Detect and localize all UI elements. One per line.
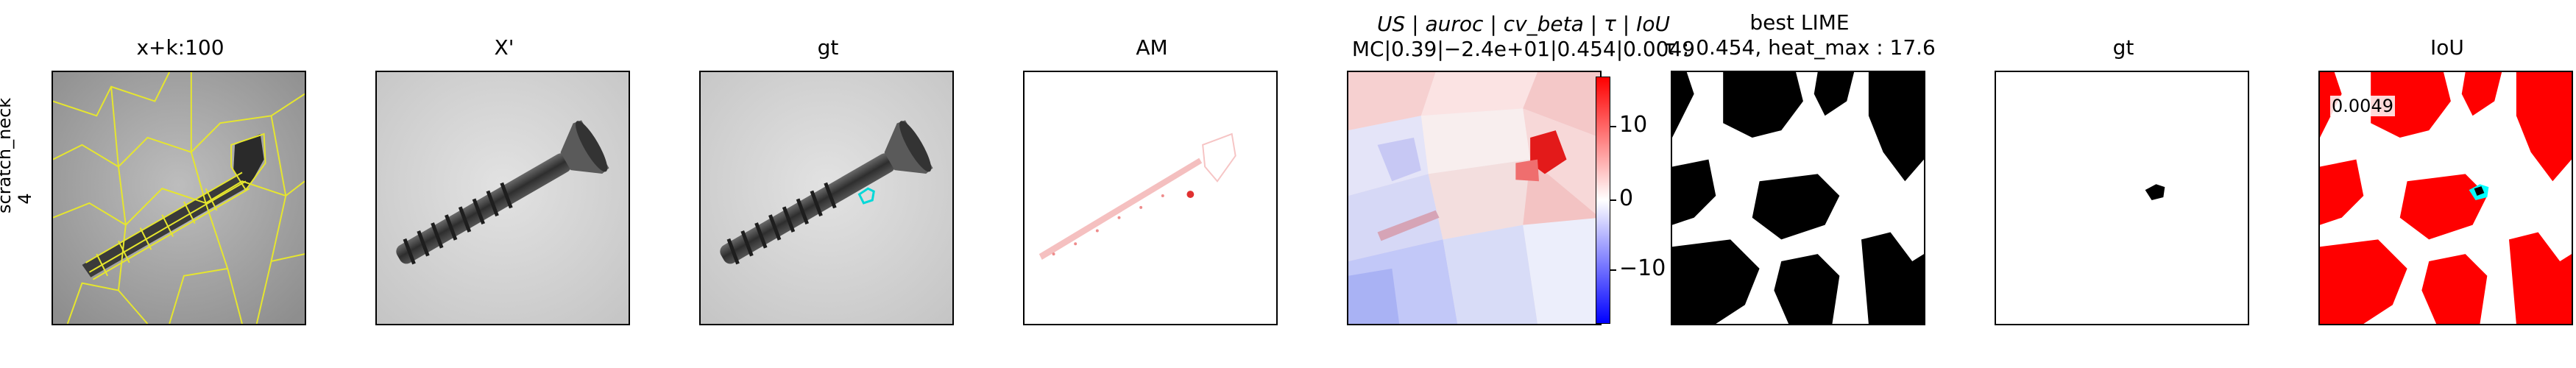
panel-title-7: gt <box>2112 35 2134 60</box>
anomaly-hotspot <box>1186 191 1195 198</box>
gt-outline <box>857 187 875 205</box>
anomaly-map-image <box>1025 72 1276 324</box>
iou-image <box>2320 72 2572 324</box>
panel-best-lime-mask <box>1671 71 1925 325</box>
panel-title-8: IoU <box>2430 35 2464 60</box>
screw-image <box>377 72 629 324</box>
colorbar-tick-neg10 <box>1610 269 1616 271</box>
gt-mask-region <box>2145 184 2165 200</box>
panel-title-5-line1: US | auroc | cv_beta | τ | IoU <box>1377 12 1670 36</box>
superpixel-image <box>53 72 305 324</box>
panel-ground-truth-overlay <box>699 71 954 325</box>
panel-title-6-line1: best LIME <box>1749 10 1850 35</box>
panel-screw-image <box>375 71 630 325</box>
panel-title-2: X' <box>494 35 514 60</box>
panel-input-superpixels <box>52 71 306 325</box>
panel-iou <box>2318 71 2573 325</box>
lime-heatmap-image <box>1348 72 1600 324</box>
lime-hot-region <box>1530 130 1567 174</box>
row-label: scratch_neck 4 <box>0 98 35 219</box>
panel-title-5-line2: MC|0.39|−2.4e+01|0.454|0.0049 <box>1351 37 1696 61</box>
panel-lime-heatmap <box>1347 71 1602 325</box>
iou-value-label: 0.0049 <box>2330 96 2395 116</box>
colorbar-label-neg10: −10 <box>1619 255 1666 281</box>
colorbar-label-10: 10 <box>1619 112 1648 138</box>
panel-title-3: gt <box>817 35 839 60</box>
panel-title-6-line2: τ : 0.454, heat_max : 17.6 <box>1663 35 1936 60</box>
colorbar-tick-0 <box>1610 199 1616 201</box>
gt-mask-image <box>1996 72 2248 324</box>
gt-overlay-image <box>701 72 952 324</box>
panel-title-4: AM <box>1136 35 1168 60</box>
lime-mask-image <box>1672 72 1924 324</box>
colorbar <box>1596 77 1610 324</box>
colorbar-tick-10 <box>1610 126 1616 127</box>
row-label-text: scratch_neck 4 <box>0 97 35 213</box>
panel-anomaly-map <box>1023 71 1278 325</box>
colorbar-label-0: 0 <box>1619 185 1634 211</box>
panel-gt-mask <box>1995 71 2249 325</box>
panel-title-1: x+k:100 <box>136 35 224 60</box>
